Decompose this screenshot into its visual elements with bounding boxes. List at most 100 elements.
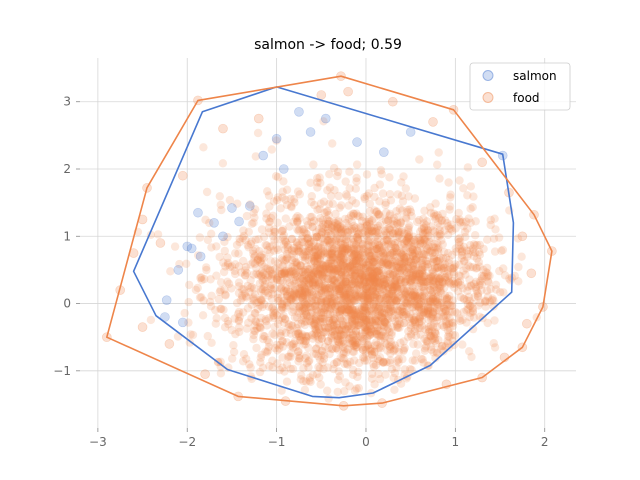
food-cloud-point (408, 261, 417, 270)
food-cloud-point (246, 260, 255, 269)
food-cloud-point (382, 249, 391, 258)
food-cloud-point (302, 310, 311, 320)
food-cloud-point (290, 254, 299, 263)
food-cloud-point (276, 204, 285, 213)
food-cloud-point (370, 257, 379, 266)
food-cloud-point (357, 332, 366, 342)
food-cloud-point (418, 355, 427, 364)
food-cloud-point (362, 323, 371, 333)
food-cloud-point (394, 306, 403, 315)
food-cloud-point (295, 247, 304, 256)
food-cloud-point (367, 369, 377, 379)
food-cloud-point (348, 196, 357, 205)
food-cloud-point (427, 342, 436, 351)
food-cloud-point (298, 267, 307, 276)
food-cloud-point (287, 245, 296, 255)
food-cloud-point (272, 274, 281, 283)
food-cloud-point (351, 340, 361, 349)
food-cloud-point (264, 223, 274, 233)
food-cloud-point (466, 182, 475, 191)
food-cloud-point (273, 359, 282, 368)
food-cloud-point (268, 289, 277, 299)
food-cloud-point (305, 303, 315, 312)
food-cloud-point (354, 235, 363, 244)
food-cloud-point (327, 301, 337, 310)
food-cloud-point (331, 235, 340, 244)
food-cloud-point (300, 317, 309, 326)
food-cloud-point (424, 297, 433, 307)
food-cloud-point (400, 266, 409, 275)
food-cloud-point (432, 256, 441, 266)
food-cloud-point (350, 250, 359, 260)
food-cloud-point (334, 286, 344, 296)
food-cloud-point (463, 224, 472, 233)
food-cloud-point (343, 321, 352, 331)
food-cloud-point (455, 176, 464, 185)
food-cloud-point (265, 202, 274, 211)
food-cloud-point (372, 330, 382, 339)
food-cloud-point (348, 315, 357, 325)
legend-label-salmon: salmon (513, 69, 557, 83)
y-tick-label: 2 (63, 162, 71, 176)
food-cloud-point (273, 319, 283, 329)
food-cloud-point (350, 245, 359, 255)
food-cloud-point (375, 242, 384, 251)
food-cloud-point (180, 308, 189, 318)
food-cloud-point (234, 278, 244, 287)
food-cloud-point (225, 195, 235, 205)
food-cloud-point (406, 330, 416, 339)
food-cloud-point (314, 217, 324, 227)
food-cloud-point (354, 383, 363, 393)
food-cloud-point (302, 351, 311, 360)
food-cloud-point (433, 160, 442, 169)
food-cloud-point (223, 258, 233, 268)
food-cloud-point (403, 297, 412, 306)
food-cloud-point (293, 218, 302, 227)
food-cloud-point (361, 304, 371, 313)
food-cloud-point (496, 288, 505, 297)
food-cloud-point (319, 197, 329, 206)
food-cloud-point (362, 221, 372, 230)
food-cloud-point (322, 215, 331, 224)
food-cloud-point (263, 273, 272, 282)
food-cloud-point (390, 277, 400, 286)
food-cloud-point (400, 319, 409, 328)
food-cloud-point (465, 296, 474, 306)
food-cloud-point (413, 217, 422, 227)
food-point (316, 90, 327, 100)
food-cloud-point (398, 197, 408, 206)
food-cloud-point (217, 304, 226, 313)
food-cloud-point (320, 268, 329, 277)
food-cloud-point (428, 287, 438, 296)
food-cloud-point (323, 259, 332, 268)
food-cloud-point (371, 278, 380, 287)
food-cloud-point (298, 288, 307, 298)
food-cloud-point (430, 328, 440, 338)
food-cloud-point (389, 304, 398, 314)
food-cloud-point (327, 333, 336, 342)
food-cloud-point (433, 349, 442, 358)
food-cloud-point (366, 327, 375, 337)
food-cloud-point (399, 318, 409, 327)
food-cloud-point (268, 329, 277, 338)
food-cloud-point (311, 300, 321, 309)
food-cloud-point (352, 160, 362, 169)
food-cloud-point (372, 265, 381, 274)
food-cloud-point (489, 339, 498, 348)
food-cloud-point (389, 220, 399, 230)
food-cloud-point (413, 294, 422, 303)
food-point (428, 117, 438, 127)
food-cloud-point (349, 256, 359, 265)
food-cloud-point (361, 289, 370, 298)
food-cloud-point (399, 273, 408, 282)
food-cloud-point (397, 226, 407, 235)
food-cloud-point (304, 332, 313, 341)
food-cloud-point (307, 197, 316, 207)
food-cloud-point (261, 276, 270, 285)
food-cloud-point (280, 270, 289, 279)
food-cloud-point (304, 244, 314, 253)
food-cloud-point (442, 295, 451, 304)
food-cloud-point (304, 274, 313, 283)
food-cloud-point (445, 313, 454, 322)
food-cloud-point (309, 247, 318, 257)
